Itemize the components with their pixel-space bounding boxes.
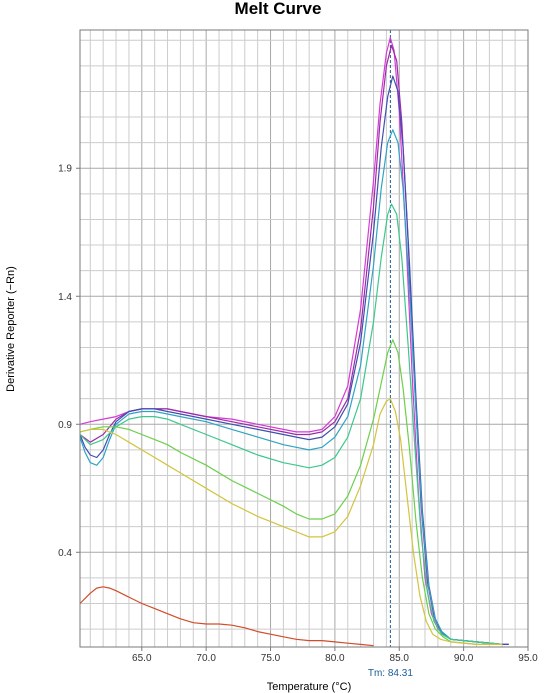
x-tick-label: 70.0 [196,653,216,664]
chart-title: Melt Curve [235,0,322,18]
axis-ticks: 65.0 70.0 75.0 80.0 85.0 90.0 95.0 0.4 0.9 1.4 1.9… [58,164,538,679]
series-line-7 [79,398,503,646]
x-axis-label: Temperature (°C) [267,681,351,693]
y-tick-label: 1.9 [58,164,72,175]
x-tick-label: 80.0 [325,653,345,664]
series-line-6 [79,339,503,646]
x-tick-label: 75.0 [261,653,281,664]
series-group [79,37,509,647]
series-line-4 [79,129,503,645]
tm-marker-label: Tm: 84.31 [368,668,413,679]
y-tick-label: 1.4 [58,292,72,303]
x-tick-label: 85.0 [390,653,410,664]
x-tick-label: 95.0 [518,653,538,664]
x-tick-label: 90.0 [454,653,474,664]
y-tick-label: 0.4 [58,548,72,559]
plot-frame [79,29,529,648]
plot-area [80,30,528,647]
grid [80,30,529,647]
y-tick-label: 0.9 [58,420,72,431]
y-axis-label: Derivative Reporter (−Rn) [5,266,17,392]
x-tick-label: 65.0 [132,653,152,664]
series-line-5 [79,203,503,645]
series-line-8 [79,586,374,647]
